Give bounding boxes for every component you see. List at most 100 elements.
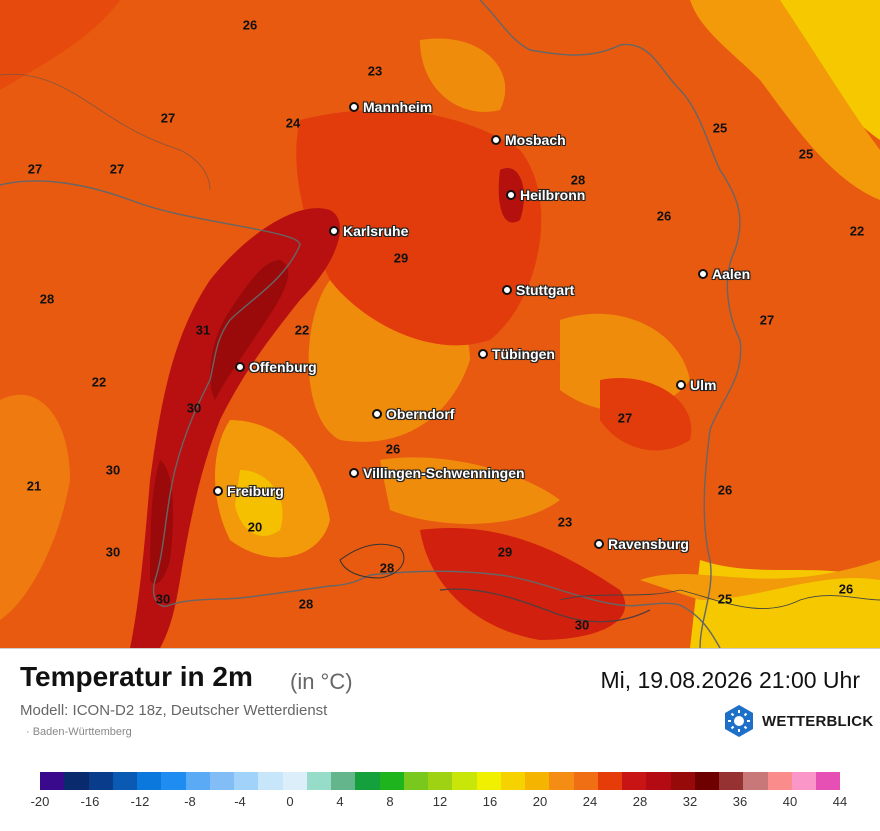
scale-swatch: [719, 772, 744, 790]
city-marker: Ulm: [676, 377, 716, 393]
temp-value: 25: [798, 146, 814, 162]
scale-swatch: [767, 772, 792, 790]
city-marker: Oberndorf: [372, 406, 454, 422]
scale-tick-label: -16: [80, 794, 100, 809]
legend-panel: Temperatur in 2m (in °C) Mi, 19.08.2026 …: [0, 648, 880, 831]
city-dot: [502, 285, 512, 295]
city-label: Tübingen: [492, 346, 555, 362]
scale-swatch: [209, 772, 234, 790]
city-marker: Aalen: [698, 266, 750, 282]
scale-swatch: [161, 772, 186, 790]
scale-swatch: [791, 772, 816, 790]
temp-value: 20: [247, 519, 263, 535]
city-dot: [478, 349, 488, 359]
scale-tick-label: 36: [732, 794, 748, 809]
temp-value: 26: [385, 441, 401, 457]
city-label: Aalen: [712, 266, 751, 282]
city-label: Oberndorf: [386, 406, 455, 422]
temp-value: 30: [186, 400, 202, 416]
map-canvas: [0, 0, 880, 648]
scale-swatch: [573, 772, 598, 790]
scale-swatch: [40, 772, 65, 790]
temp-value: 30: [574, 617, 590, 633]
city-marker: Offenburg: [235, 359, 317, 375]
scale-swatch: [694, 772, 719, 790]
city-label: Stuttgart: [516, 282, 575, 298]
temp-value: 30: [105, 544, 121, 560]
city-dot: [491, 135, 501, 145]
temp-value: 26: [656, 208, 672, 224]
color-scale: [40, 772, 841, 790]
city-marker: Mosbach: [491, 132, 566, 148]
temp-value: 23: [367, 63, 383, 79]
temp-value: 27: [617, 410, 633, 426]
region-label: · Baden-Württemberg: [26, 726, 132, 738]
scale-swatch: [282, 772, 307, 790]
scale-swatch: [816, 772, 841, 790]
scale-swatch: [428, 772, 453, 790]
scale-swatch: [476, 772, 501, 790]
scale-tick-label: 4: [336, 794, 344, 809]
scale-swatch: [355, 772, 380, 790]
scale-tick-label: 8: [386, 794, 394, 809]
city-label: Mannheim: [363, 99, 433, 115]
city-marker: Villingen-Schwenningen: [349, 465, 525, 481]
temp-value: 27: [759, 312, 775, 328]
scale-swatch: [525, 772, 550, 790]
scale-swatch: [88, 772, 113, 790]
scale-tick-label: 20: [532, 794, 548, 809]
temp-value: 26: [838, 581, 854, 597]
scale-swatch: [112, 772, 137, 790]
city-label: Offenburg: [249, 359, 317, 375]
scale-swatch: [403, 772, 428, 790]
scale-swatch: [646, 772, 671, 790]
scale-tick-label: 40: [782, 794, 798, 809]
temp-value: 29: [393, 250, 409, 266]
scale-swatch: [452, 772, 477, 790]
temp-value: 25: [712, 120, 728, 136]
city-label: Mosbach: [505, 132, 566, 148]
city-dot: [372, 409, 382, 419]
scale-tick-label: 24: [582, 794, 598, 809]
temp-value: 30: [105, 462, 121, 478]
scale-swatch: [258, 772, 283, 790]
brand-logo[interactable]: WETTERBLICK: [722, 704, 873, 738]
temp-value: 31: [195, 322, 211, 338]
city-label: Heilbronn: [520, 187, 586, 203]
city-dot: [349, 102, 359, 112]
city-dot: [676, 380, 686, 390]
scale-tick-label: 44: [832, 794, 848, 809]
scale-tick-label: 32: [682, 794, 698, 809]
city-marker: Tübingen: [478, 346, 555, 362]
city-dot: [213, 486, 223, 496]
scale-swatch: [306, 772, 331, 790]
forecast-datetime: Mi, 19.08.2026 21:00 Uhr: [600, 667, 860, 693]
temp-value: 28: [39, 291, 55, 307]
scale-swatch: [379, 772, 404, 790]
scale-swatch: [622, 772, 647, 790]
temp-value: 24: [285, 115, 301, 131]
model-info: Modell: ICON-D2 18z, Deutscher Wetterdie…: [20, 702, 328, 719]
scale-swatch: [597, 772, 622, 790]
scale-swatch: [743, 772, 768, 790]
scale-swatch: [234, 772, 259, 790]
scale-swatch: [64, 772, 89, 790]
city-dot: [506, 190, 516, 200]
temp-value: 23: [557, 514, 573, 530]
city-dot: [698, 269, 708, 279]
scale-tick-label: -12: [130, 794, 150, 809]
city-dot: [594, 539, 604, 549]
city-dot: [349, 468, 359, 478]
city-label: Karlsruhe: [343, 223, 409, 239]
temp-value: 27: [160, 110, 176, 126]
temp-value: 28: [379, 560, 395, 576]
scale-tick-label: 16: [482, 794, 498, 809]
temp-value: 26: [717, 482, 733, 498]
temp-value: 27: [109, 161, 125, 177]
scale-tick-label: -4: [234, 794, 246, 809]
city-marker: Karlsruhe: [329, 223, 408, 239]
temperature-map: Mannheim Mosbach Heilbronn Karlsruhe Aal…: [0, 0, 880, 648]
scale-swatch: [137, 772, 162, 790]
city-marker: Mannheim: [349, 99, 432, 115]
scale-tick-label: -8: [184, 794, 196, 809]
